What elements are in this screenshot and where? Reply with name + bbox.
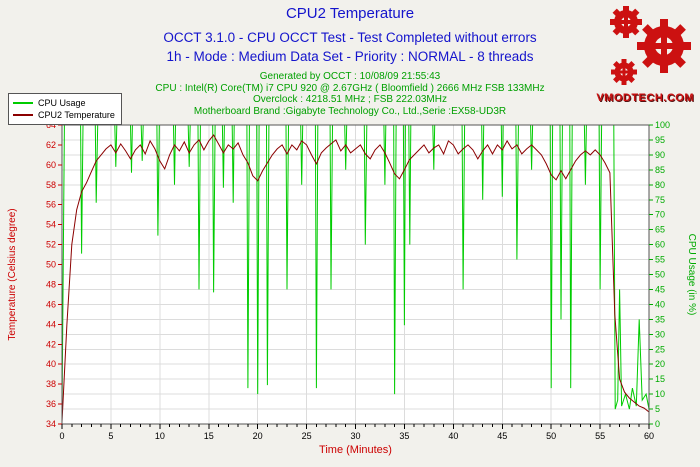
legend-label-cpu-usage: CPU Usage xyxy=(38,98,86,108)
svg-text:46: 46 xyxy=(46,299,56,309)
cpu-line: CPU : Intel(R) Core(TM) i7 CPU 920 @ 2.6… xyxy=(155,82,545,94)
svg-text:50: 50 xyxy=(46,260,56,270)
svg-text:40: 40 xyxy=(655,299,665,309)
svg-text:75: 75 xyxy=(655,195,665,205)
svg-text:60: 60 xyxy=(46,160,56,170)
motherboard-line: Motherboard Brand :Gigabyte Technology C… xyxy=(193,105,507,117)
svg-text:55: 55 xyxy=(655,255,665,265)
vmodtech-logo-text: VMODTECH.COM xyxy=(596,92,694,104)
overclock-line: Overclock : 4218.51 MHz ; FSB 222.03MHz xyxy=(253,94,447,105)
test-summary-line: OCCT 3.1.0 - CPU OCCT Test - Test Comple… xyxy=(163,30,537,45)
svg-text:58: 58 xyxy=(46,180,56,190)
svg-text:100: 100 xyxy=(655,120,670,130)
svg-text:70: 70 xyxy=(655,210,665,220)
svg-text:45: 45 xyxy=(497,431,507,441)
svg-text:CPU Usage (in %): CPU Usage (in %) xyxy=(686,234,697,316)
svg-text:48: 48 xyxy=(46,279,56,289)
svg-text:45: 45 xyxy=(655,284,665,294)
cpu2-temperature-line-swatch xyxy=(13,114,33,116)
svg-text:50: 50 xyxy=(546,431,556,441)
system-info-block: Generated by OCCT : 10/08/09 21:55:43 CP… xyxy=(0,71,700,117)
svg-text:38: 38 xyxy=(46,379,56,389)
svg-text:50: 50 xyxy=(655,270,665,280)
svg-text:80: 80 xyxy=(655,180,665,190)
svg-text:10: 10 xyxy=(155,431,165,441)
svg-text:15: 15 xyxy=(655,374,665,384)
svg-text:20: 20 xyxy=(253,431,263,441)
cpu-usage-line-swatch xyxy=(13,102,33,104)
svg-text:20: 20 xyxy=(655,359,665,369)
svg-text:85: 85 xyxy=(655,165,665,175)
svg-text:25: 25 xyxy=(302,431,312,441)
svg-text:15: 15 xyxy=(204,431,214,441)
legend-item-cpu2-temperature: CPU2 Temperature xyxy=(13,109,115,121)
svg-text:35: 35 xyxy=(399,431,409,441)
svg-text:40: 40 xyxy=(448,431,458,441)
svg-text:54: 54 xyxy=(46,220,56,230)
legend-item-cpu-usage: CPU Usage xyxy=(13,97,115,109)
vmodtech-gear-icon xyxy=(610,6,691,85)
svg-text:60: 60 xyxy=(644,431,654,441)
svg-text:Time (Minutes): Time (Minutes) xyxy=(319,444,392,456)
vmodtech-logo: VMODTECH.COM xyxy=(586,2,696,108)
svg-text:35: 35 xyxy=(655,314,665,324)
page-title: CPU2 Temperature xyxy=(285,5,415,22)
svg-text:60: 60 xyxy=(655,240,665,250)
svg-text:52: 52 xyxy=(46,240,56,250)
chart-legend: CPU Usage CPU2 Temperature xyxy=(8,93,122,125)
svg-text:55: 55 xyxy=(595,431,605,441)
svg-text:10: 10 xyxy=(655,389,665,399)
test-mode-line: 1h - Mode : Medium Data Set - Priority :… xyxy=(166,49,534,64)
svg-text:5: 5 xyxy=(108,431,113,441)
svg-text:25: 25 xyxy=(655,344,665,354)
svg-text:0: 0 xyxy=(655,419,660,429)
svg-text:44: 44 xyxy=(46,319,56,329)
svg-text:5: 5 xyxy=(655,404,660,414)
svg-text:30: 30 xyxy=(350,431,360,441)
svg-text:90: 90 xyxy=(655,150,665,160)
svg-text:36: 36 xyxy=(46,399,56,409)
legend-label-cpu2-temperature: CPU2 Temperature xyxy=(38,110,115,120)
svg-text:30: 30 xyxy=(655,329,665,339)
svg-text:62: 62 xyxy=(46,140,56,150)
svg-text:34: 34 xyxy=(46,419,56,429)
svg-text:42: 42 xyxy=(46,339,56,349)
svg-text:0: 0 xyxy=(59,431,64,441)
generated-line: Generated by OCCT : 10/08/09 21:55:43 xyxy=(259,71,441,82)
svg-text:Temperature (Celsius degree): Temperature (Celsius degree) xyxy=(7,208,18,340)
svg-text:40: 40 xyxy=(46,359,56,369)
svg-text:65: 65 xyxy=(655,225,665,235)
svg-text:56: 56 xyxy=(46,200,56,210)
svg-text:95: 95 xyxy=(655,135,665,145)
